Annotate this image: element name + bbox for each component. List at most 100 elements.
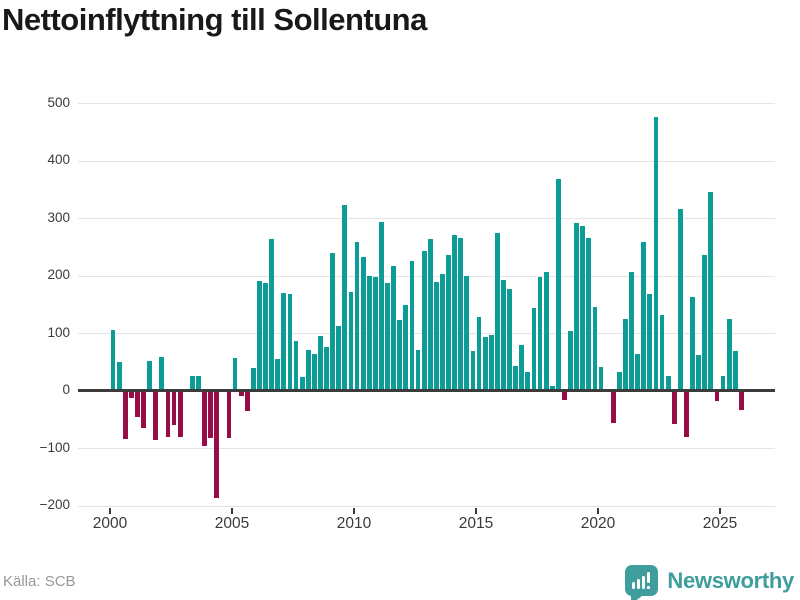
bar-2014-q2 xyxy=(458,238,464,391)
bar-2018-q1 xyxy=(549,385,555,391)
gridline-y-500 xyxy=(78,103,775,104)
bar-2015-q3 xyxy=(488,335,494,391)
bar-2022-q3 xyxy=(659,314,665,391)
bar-2023-q4 xyxy=(690,297,695,391)
x-axis-label-2000: 2000 xyxy=(92,515,128,532)
bar-2023-q2 xyxy=(677,209,683,391)
newsworthy-logo: Newsworthy xyxy=(625,565,794,600)
bar-2020-q3 xyxy=(610,391,616,424)
bar-2006-q2 xyxy=(263,283,268,391)
bar-2011-q1 xyxy=(379,222,384,391)
bar-2025-q4 xyxy=(738,391,744,410)
x-axis-tick-2005 xyxy=(231,507,233,514)
bar-2006-q3 xyxy=(269,238,275,391)
logo-exclamation-bar xyxy=(646,572,651,583)
bar-2008-q2 xyxy=(311,353,317,391)
y-axis-label-300: 300 xyxy=(47,209,70,225)
bar-2025-q1 xyxy=(720,376,726,391)
bar-2021-q2 xyxy=(629,271,634,391)
bar-2008-q4 xyxy=(324,346,329,391)
bar-2009-q2 xyxy=(336,326,342,391)
bar-2009-q1 xyxy=(330,252,336,391)
bar-2006-q1 xyxy=(257,280,262,391)
bar-2005-q1 xyxy=(232,358,238,391)
x-axis-label-2015: 2015 xyxy=(458,515,494,532)
y-axis-label--100: −100 xyxy=(39,439,70,455)
bar-2012-q2 xyxy=(409,261,415,391)
x-axis-tick-2020 xyxy=(597,507,599,514)
bar-2021-q4 xyxy=(641,242,647,391)
bar-2012-q4 xyxy=(421,251,427,391)
logo-chart-bar-2 xyxy=(636,579,641,589)
bar-2019-q2 xyxy=(580,225,586,391)
bar-2005-q4 xyxy=(250,367,256,391)
bar-2011-q4 xyxy=(397,320,403,391)
bar-2008-q3 xyxy=(318,335,323,391)
bar-2010-q1 xyxy=(354,241,360,391)
bar-2002-q1 xyxy=(159,357,165,391)
x-axis-label-2020: 2020 xyxy=(580,515,616,532)
bar-2024-q1 xyxy=(696,355,702,391)
bar-2010-q3 xyxy=(366,275,372,391)
x-axis-label-2010: 2010 xyxy=(336,515,372,532)
logo-chart-bar-1 xyxy=(631,582,636,589)
bar-2019-q1 xyxy=(574,223,580,391)
bar-2022-q1 xyxy=(647,293,653,391)
gridline-y--100 xyxy=(78,448,775,449)
bar-2005-q3 xyxy=(244,391,250,411)
bar-2013-q4 xyxy=(446,254,451,391)
x-axis-tick-2000 xyxy=(109,507,111,514)
bar-2022-q4 xyxy=(665,376,671,391)
bar-2021-q3 xyxy=(635,353,641,391)
bar-2023-q3 xyxy=(684,391,689,437)
bar-2019-q4 xyxy=(592,307,598,391)
x-axis-tick-2025 xyxy=(719,507,721,514)
bar-2015-q1 xyxy=(476,316,482,391)
bar-2019-q3 xyxy=(586,237,592,391)
y-axis-label-500: 500 xyxy=(47,94,70,110)
source-label: Källa: SCB xyxy=(3,573,76,590)
bar-2017-q3 xyxy=(537,276,543,391)
bar-2014-q3 xyxy=(464,275,470,391)
bar-2023-q1 xyxy=(671,391,677,424)
bar-2018-q2 xyxy=(555,178,561,391)
bar-2003-q3 xyxy=(196,376,201,391)
bar-2014-q1 xyxy=(452,234,458,391)
bar-2015-q2 xyxy=(482,337,488,391)
bar-2010-q4 xyxy=(372,277,378,391)
bar-2012-q3 xyxy=(415,350,421,391)
bar-2001-q2 xyxy=(141,391,146,429)
bar-2001-q3 xyxy=(147,360,153,391)
newsworthy-logo-text: Newsworthy xyxy=(667,567,794,593)
logo-chart-bar-3 xyxy=(641,576,646,589)
gridline-y-300 xyxy=(78,218,775,219)
bar-2016-q3 xyxy=(513,366,519,391)
logo-exclamation-dot xyxy=(646,585,651,589)
bar-2005-q2 xyxy=(238,391,244,397)
bar-2000-q3 xyxy=(122,391,128,439)
bar-2013-q3 xyxy=(440,274,445,391)
y-axis-label--200: −200 xyxy=(39,497,70,512)
x-axis-tick-2010 xyxy=(353,507,355,514)
bar-2018-q4 xyxy=(568,331,573,391)
bar-2007-q3 xyxy=(293,341,299,391)
bar-2000-q4 xyxy=(128,391,134,399)
bar-2002-q4 xyxy=(177,391,183,437)
x-axis-tick-2015 xyxy=(475,507,477,514)
y-axis-label-0: 0 xyxy=(62,382,70,397)
bar-2025-q3 xyxy=(732,351,738,391)
bar-2025-q2 xyxy=(726,318,732,391)
bar-2016-q1 xyxy=(501,279,506,391)
zero-baseline xyxy=(78,389,775,392)
logo-pin-tail xyxy=(631,596,643,600)
bar-2017-q1 xyxy=(525,372,531,391)
bar-2020-q4 xyxy=(616,372,622,391)
bar-2007-q4 xyxy=(299,377,305,391)
bar-2003-q2 xyxy=(189,376,195,391)
bar-2010-q2 xyxy=(360,257,366,391)
bar-2024-q3 xyxy=(708,191,714,391)
newsworthy-logo-icon xyxy=(625,565,659,600)
bar-2021-q1 xyxy=(623,319,628,391)
bar-2009-q4 xyxy=(348,291,354,391)
